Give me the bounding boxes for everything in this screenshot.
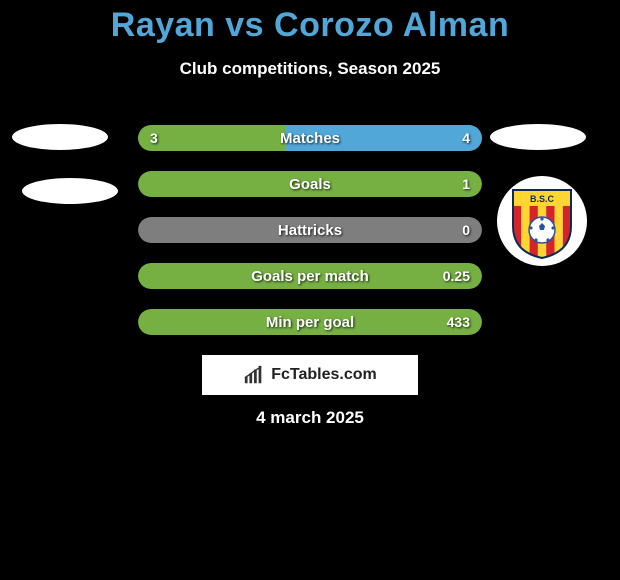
comparison-infographic: Rayan vs Corozo Alman Club competitions,… bbox=[0, 0, 620, 580]
player-left-ellipse-1 bbox=[12, 124, 108, 150]
stat-row: 0.25Goals per match bbox=[138, 263, 482, 289]
bar-left-segment bbox=[138, 125, 285, 151]
bar-right-segment bbox=[285, 125, 482, 151]
stat-row: 0Hattricks bbox=[138, 217, 482, 243]
stat-value-right: 0 bbox=[462, 217, 470, 243]
club-crest-icon: B.S.C bbox=[503, 182, 581, 260]
bar-background bbox=[138, 171, 482, 197]
bar-background bbox=[138, 309, 482, 335]
stat-value-right: 1 bbox=[462, 171, 470, 197]
stat-value-left: 3 bbox=[150, 125, 158, 151]
player-right-ellipse bbox=[490, 124, 586, 150]
branding-box[interactable]: FcTables.com bbox=[202, 355, 418, 395]
bar-background bbox=[138, 263, 482, 289]
stat-value-right: 4 bbox=[462, 125, 470, 151]
bar-chart-icon bbox=[243, 364, 265, 386]
stat-value-right: 433 bbox=[447, 309, 470, 335]
branding-text: FcTables.com bbox=[271, 366, 377, 384]
club-badge-text: B.S.C bbox=[530, 194, 555, 204]
stat-row: 433Min per goal bbox=[138, 309, 482, 335]
stats-bars: 34Matches1Goals0Hattricks0.25Goals per m… bbox=[138, 125, 482, 355]
page-subtitle: Club competitions, Season 2025 bbox=[0, 59, 620, 79]
club-badge: B.S.C bbox=[497, 176, 587, 266]
bar-background bbox=[138, 217, 482, 243]
stat-row: 1Goals bbox=[138, 171, 482, 197]
stat-row: 34Matches bbox=[138, 125, 482, 151]
date-label: 4 march 2025 bbox=[0, 408, 620, 428]
player-left-ellipse-2 bbox=[22, 178, 118, 204]
stat-value-right: 0.25 bbox=[443, 263, 470, 289]
page-title: Rayan vs Corozo Alman bbox=[0, 0, 620, 45]
